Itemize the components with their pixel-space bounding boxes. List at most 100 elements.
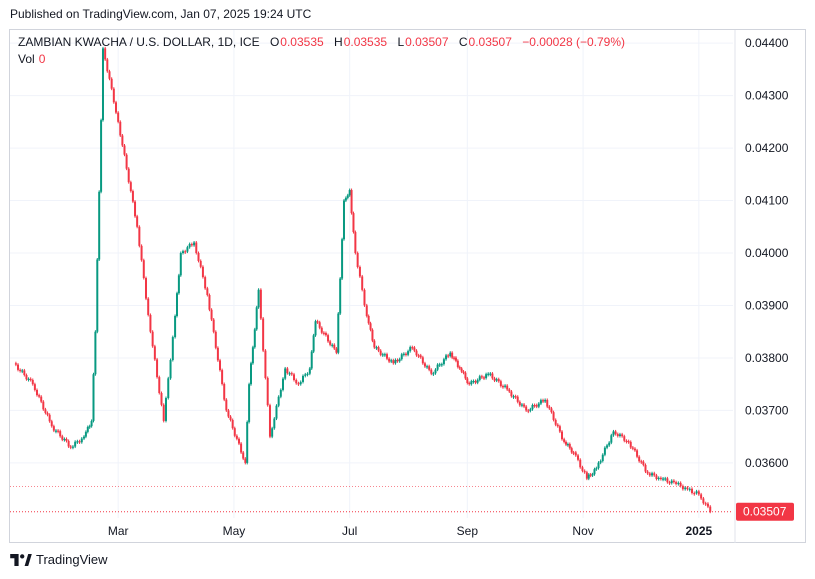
candle-body [179, 253, 182, 276]
candle-body [295, 379, 298, 384]
candle-body [577, 455, 580, 460]
candle-body [293, 374, 296, 380]
candle-body [199, 260, 202, 267]
candle-body [242, 452, 245, 459]
candle-body [316, 321, 319, 323]
chart-frame[interactable] [9, 29, 806, 543]
candle-body [438, 364, 441, 366]
symbol-legend[interactable]: ZAMBIAN KWACHA / U.S. DOLLAR, 1D, ICE O0… [18, 35, 626, 49]
candle-body [371, 329, 374, 341]
candle-body [501, 386, 504, 388]
candle-body [581, 467, 584, 471]
candle-body [684, 487, 687, 490]
candle-body [629, 441, 632, 448]
candle-body [227, 410, 230, 417]
candle-body [417, 355, 420, 357]
candle-body [655, 475, 658, 479]
y-tick-label: 0.03600 [745, 456, 789, 470]
candle-body [167, 378, 170, 399]
candle-body [100, 120, 103, 192]
candle-body [281, 378, 284, 390]
candle-body [147, 298, 150, 315]
candle-body [308, 368, 311, 374]
candle-body [138, 226, 141, 246]
candle-body [548, 406, 551, 409]
candle-body [614, 431, 617, 435]
last-price-tag[interactable] [736, 502, 794, 521]
candle-body [506, 385, 509, 390]
candle-body [171, 337, 174, 361]
candle-body [284, 368, 287, 379]
candle-body [335, 348, 338, 353]
candle-body [456, 360, 459, 368]
candle-body [268, 405, 271, 437]
candle-body [153, 346, 156, 360]
candle-body [589, 474, 592, 476]
candle-body [451, 352, 454, 358]
candle-body [108, 71, 111, 79]
candle-body [96, 259, 99, 332]
candle-body [470, 381, 473, 385]
candle-body [449, 352, 452, 357]
candle-body [497, 379, 500, 382]
candle-body [415, 350, 418, 356]
candle-body [419, 355, 422, 358]
candle-body [314, 321, 317, 336]
candle-body [54, 430, 57, 432]
candle-body [61, 436, 64, 440]
candle-body [144, 278, 147, 299]
y-tick-label: 0.03800 [745, 351, 789, 365]
candle-body [608, 442, 611, 446]
candle-body [71, 446, 74, 448]
candle-body [400, 354, 403, 360]
candle-body [344, 197, 347, 201]
candle-body [550, 408, 553, 413]
candle-body [453, 357, 456, 359]
candle-body [476, 379, 479, 383]
candle-body [158, 377, 161, 394]
candle-body [195, 242, 198, 254]
candle-body [574, 452, 577, 456]
candle-body [527, 410, 530, 412]
candle-body [67, 440, 70, 447]
candle-body [648, 473, 651, 476]
candle-body [136, 216, 139, 227]
open-value: 0.03535 [280, 35, 324, 49]
candle-body [462, 371, 465, 373]
candle-body [350, 190, 353, 214]
candle-body [299, 381, 302, 385]
volume-legend[interactable]: Vol 0 [18, 52, 45, 66]
candle-body [253, 329, 256, 348]
volume-value: 0 [38, 52, 46, 66]
candle-body [625, 440, 628, 442]
candle-body [672, 480, 675, 483]
open-label: O [269, 35, 280, 49]
candle-body [495, 379, 498, 381]
candle-body [121, 135, 124, 146]
candle-body [466, 378, 469, 383]
candle-body [275, 405, 278, 419]
tradingview-branding[interactable]: TradingView [10, 552, 108, 567]
candle-body [544, 399, 547, 402]
candle-body [398, 359, 401, 362]
candle-body [52, 426, 55, 431]
candle-body [38, 395, 41, 397]
candle-body [693, 492, 696, 495]
candle-body [301, 375, 304, 382]
candle-body [381, 354, 384, 356]
candle-body [561, 431, 564, 440]
candle-body [206, 288, 209, 295]
candle-body [162, 404, 165, 421]
close-value: 0.03507 [468, 35, 512, 49]
candle-body [454, 357, 457, 361]
candle-body [485, 374, 488, 379]
candle-body [489, 373, 492, 375]
candle-body [164, 398, 167, 421]
candle-body [86, 427, 89, 432]
candle-body [621, 434, 624, 437]
candle-body [114, 102, 117, 113]
candle-body [662, 478, 665, 480]
candle-body [636, 450, 639, 457]
candle-body [131, 191, 134, 202]
